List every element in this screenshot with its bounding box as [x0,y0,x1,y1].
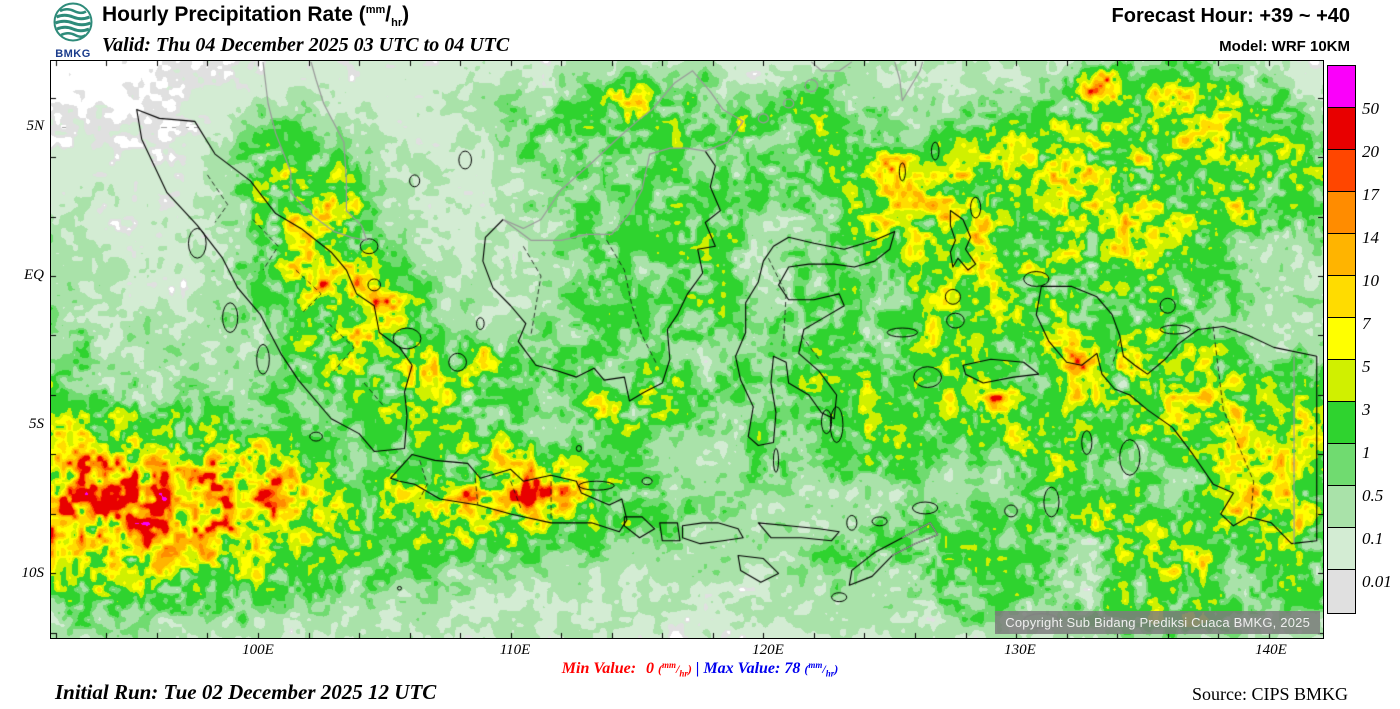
bmkg-logo: BMKG [46,2,100,60]
legend-label-0.5: 0.5 [1362,486,1384,505]
lon-label-140E: 140E [1255,642,1287,658]
legend-label-3: 3 [1362,400,1371,419]
forecast-info-block: Forecast Hour: +39 ~ +40 Model: WRF 10KM [1112,5,1350,55]
legend-label-14: 14 [1362,228,1379,247]
legend-label-10: 10 [1362,271,1379,290]
legend-segment-11 [1328,528,1355,570]
legend-segment-1 [1328,108,1355,150]
legend-label-0.01: 0.01 [1362,572,1392,591]
legend-label-20: 20 [1362,142,1379,161]
legend-segment-4 [1328,234,1355,276]
lat-label-5N: 5N [26,118,44,134]
legend-segment-9 [1328,444,1355,486]
legend-label-17: 17 [1362,185,1379,204]
lat-label-10S: 10S [21,565,45,581]
lon-label-130E: 130E [1004,642,1036,658]
lon-label-110E: 110E [499,642,531,658]
legend-segment-10 [1328,486,1355,528]
legend-label-1: 1 [1362,443,1371,462]
legend-label-50: 50 [1362,99,1379,118]
lat-label-EQ: EQ [24,267,44,283]
legend-segment-8 [1328,402,1355,444]
title-unit: (mm/hr) [358,3,410,30]
legend-segment-0 [1328,66,1355,108]
legend-segment-5 [1328,276,1355,318]
legend-segment-3 [1328,192,1355,234]
lon-label-100E: 100E [242,642,274,658]
title-block: Hourly Precipitation Rate (mm/hr) Valid:… [102,3,509,57]
minmax-stats: Min Value: 0 (mm/hr) | Max Value: 78 (mm/… [0,660,1400,678]
lat-label-5S: 5S [29,416,44,432]
min-value-text: Min Value: 0 (mm/hr) [561,660,692,679]
forecast-hour: Forecast Hour: +39 ~ +40 [1111,5,1350,27]
model-name: Model: WRF 10KM [1219,38,1350,55]
legend-label-7: 7 [1362,314,1371,333]
legend-label-5: 5 [1362,357,1371,376]
precipitation-field-canvas [51,61,1323,638]
legend-label-0.1: 0.1 [1362,529,1384,548]
copyright-notice: Copyright Sub Bidang Prediksi Cuaca BMKG… [995,611,1320,634]
source-label: Source: CIPS BMKG [1191,684,1348,704]
title-text: Hourly Precipitation Rate [102,3,353,26]
page-title: Hourly Precipitation Rate (mm/hr) [102,3,509,29]
lon-label-120E: 120E [752,642,784,658]
bmkg-logo-label: BMKG [55,48,91,60]
color-scale-bar [1327,65,1356,614]
valid-time: Valid: Thu 04 December 2025 03 UTC to 04… [102,34,510,57]
max-value-text: Max Value: 78 (mm/hr) [703,660,839,679]
map-area: Copyright Sub Bidang Prediksi Cuaca BMKG… [50,60,1324,639]
minmax-separator: | [695,660,700,677]
legend-segment-7 [1328,360,1355,402]
initial-run: Initial Run: Tue 02 December 2025 12 UTC [55,680,437,704]
legend-segment-2 [1328,150,1355,192]
legend-segment-12 [1328,570,1355,613]
legend-segment-6 [1328,318,1355,360]
bmkg-globe-icon [53,2,93,42]
